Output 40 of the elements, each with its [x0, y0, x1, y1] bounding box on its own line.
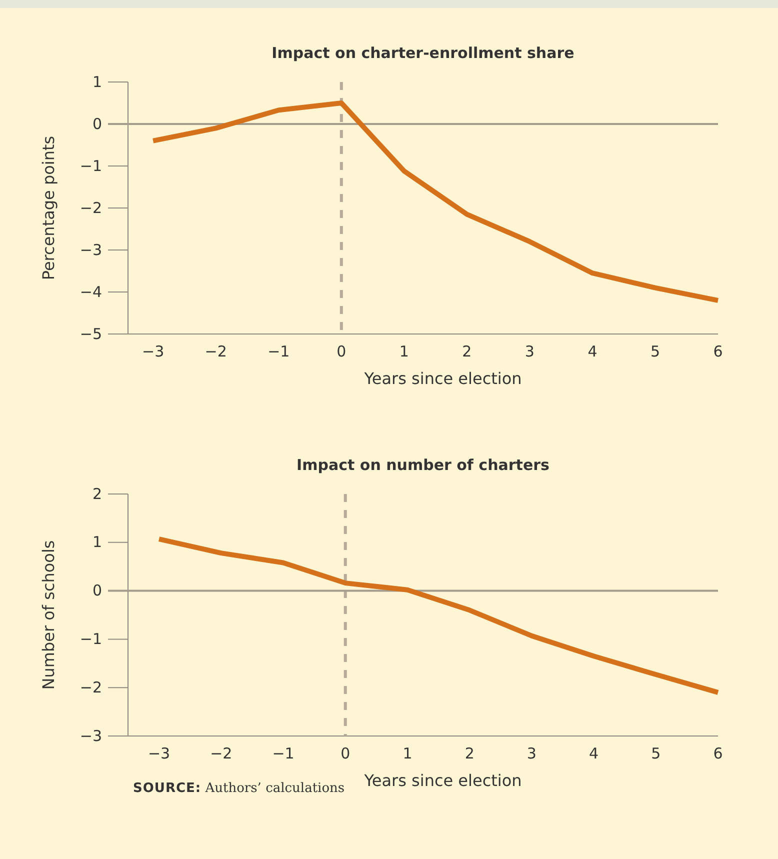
y-tick-label: −3	[80, 726, 102, 745]
x-tick-label: 5	[651, 744, 661, 763]
x-tick-label: 3	[526, 744, 536, 763]
x-tick-label: 5	[650, 342, 660, 361]
source-note: SOURCE: Authors’ calculations	[133, 781, 345, 796]
x-tick-label: −2	[204, 342, 227, 361]
chart-title: Impact on number of charters	[296, 456, 550, 474]
y-tick-label: −5	[80, 324, 102, 343]
x-tick-label: 0	[336, 342, 346, 361]
x-tick-label: 4	[588, 342, 598, 361]
x-tick-label: 4	[589, 744, 599, 763]
y-tick-label: −4	[80, 282, 102, 301]
x-axis-title: Years since election	[363, 369, 522, 388]
y-axis-title: Percentage points	[39, 136, 58, 280]
y-tick-label: −1	[80, 630, 102, 648]
x-tick-label: 3	[524, 342, 534, 361]
x-tick-label: 6	[713, 342, 723, 361]
x-tick-label: 2	[462, 342, 472, 361]
x-tick-label: 2	[464, 744, 474, 763]
x-tick-label: −3	[148, 744, 170, 763]
x-tick-label: −3	[142, 342, 164, 361]
y-tick-label: 2	[92, 484, 102, 503]
y-tick-label: −1	[80, 156, 102, 175]
y-tick-label: 1	[92, 533, 102, 552]
x-tick-label: −1	[268, 342, 290, 361]
x-tick-label: −2	[210, 744, 232, 763]
x-tick-label: 1	[399, 342, 409, 361]
x-tick-label: 0	[340, 744, 350, 763]
y-axis-title: Number of schools	[39, 540, 58, 690]
x-tick-label: 1	[402, 744, 412, 763]
y-tick-label: −3	[80, 240, 102, 259]
y-tick-label: −2	[80, 678, 102, 696]
x-tick-label: 6	[713, 744, 723, 763]
x-axis-title: Years since election	[363, 771, 522, 790]
y-tick-label: 0	[92, 114, 102, 133]
x-tick-label: −1	[272, 744, 294, 763]
chart-title: Impact on charter-enrollment share	[272, 44, 574, 62]
y-tick-label: −2	[80, 198, 102, 217]
y-tick-label: 0	[92, 582, 102, 600]
y-tick-label: 1	[92, 72, 102, 91]
